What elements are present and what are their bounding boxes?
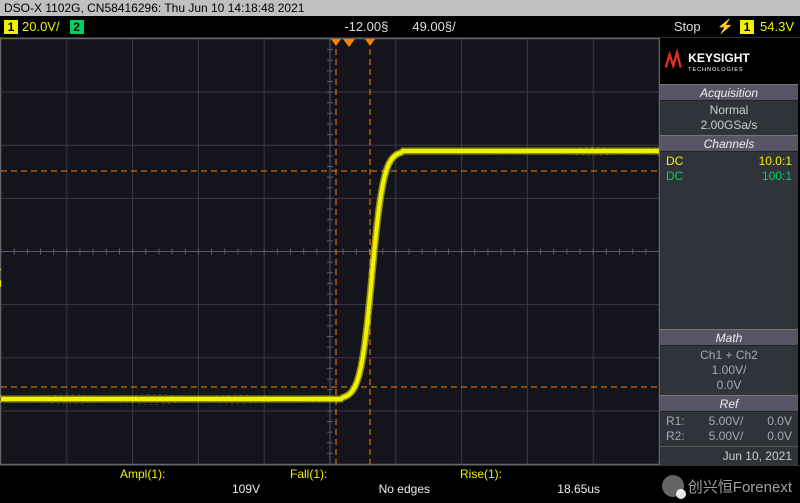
meas-amplitude[interactable]: Ampl(1): 109V bbox=[120, 467, 280, 496]
meas-fall[interactable]: Fall(1): No edges bbox=[290, 467, 450, 496]
channels-body: DC 10.0:1 DC 100:1 bbox=[660, 152, 798, 186]
acquisition-body: Normal 2.00GSa/s bbox=[660, 101, 798, 135]
trigger-level[interactable]: 54.3V bbox=[760, 19, 794, 34]
meas-rise[interactable]: Rise(1): 18.65us bbox=[460, 467, 620, 496]
math-fn: Ch1 + Ch2 bbox=[660, 348, 798, 363]
ch1-scale[interactable]: 20.0V/ bbox=[22, 19, 60, 34]
acq-rate: 2.00GSa/s bbox=[660, 118, 798, 133]
timebase-scale[interactable]: 49.00§/ bbox=[412, 19, 455, 34]
ch2-indicator[interactable]: 2 bbox=[70, 20, 84, 34]
title-bar: DSO-X 1102G, CN58416296: Thu Jun 10 14:1… bbox=[0, 0, 800, 16]
acq-mode: Normal bbox=[660, 103, 798, 118]
ref2-offset: 0.0V bbox=[767, 429, 792, 444]
ref1-label: R1: bbox=[666, 414, 685, 429]
math-body: Ch1 + Ch2 1.00V/ 0.0V bbox=[660, 346, 798, 395]
ch1-indicator[interactable]: 1 bbox=[4, 20, 18, 34]
ref1-offset: 0.0V bbox=[767, 414, 792, 429]
keysight-logo-icon: KEYSIGHT TECHNOLOGIES bbox=[664, 47, 794, 75]
wechat-icon bbox=[662, 475, 684, 497]
ref2-scale: 5.00V/ bbox=[709, 429, 744, 444]
math-header[interactable]: Math bbox=[660, 329, 798, 346]
ch2-probe: 100:1 bbox=[762, 169, 792, 184]
trigger-edge-icon: ⚡ bbox=[717, 18, 734, 35]
meas-fall-value: No edges bbox=[290, 482, 450, 496]
math-offset: 0.0V bbox=[660, 378, 798, 393]
ch1-coupling: DC bbox=[666, 154, 683, 169]
title-text: DSO-X 1102G, CN58416296: Thu Jun 10 14:1… bbox=[4, 1, 304, 15]
trigger-source[interactable]: 1 bbox=[740, 20, 754, 34]
ref-header[interactable]: Ref bbox=[660, 395, 798, 412]
meas-rise-value: 18.65us bbox=[460, 482, 620, 496]
meas-ampl-value: 109V bbox=[120, 482, 280, 496]
math-scale: 1.00V/ bbox=[660, 363, 798, 378]
ch2-coupling: DC bbox=[666, 169, 683, 184]
ref2-label: R2: bbox=[666, 429, 685, 444]
status-bar: 1 20.0V/ 2 -12.00§ 49.00§/ Stop ⚡ 1 54.3… bbox=[0, 16, 800, 38]
sidebar: KEYSIGHT TECHNOLOGIES Acquisition Normal… bbox=[660, 38, 798, 465]
ch1-probe: 10.0:1 bbox=[759, 154, 792, 169]
channels-header[interactable]: Channels bbox=[660, 135, 798, 152]
svg-text:KEYSIGHT: KEYSIGHT bbox=[688, 51, 750, 65]
sidebar-date: Jun 10, 2021 bbox=[660, 446, 798, 465]
watermark: 创兴恒Forenext bbox=[662, 475, 792, 497]
waveform-plot[interactable]: T▶ 1⊕⏚ bbox=[0, 38, 660, 465]
meas-ampl-label: Ampl(1): bbox=[120, 467, 280, 482]
acquisition-header[interactable]: Acquisition bbox=[660, 84, 798, 101]
horizontal-delay[interactable]: -12.00§ bbox=[344, 19, 388, 34]
meas-rise-label: Rise(1): bbox=[460, 467, 620, 482]
run-state[interactable]: Stop bbox=[674, 19, 701, 34]
oscilloscope-screen: DSO-X 1102G, CN58416296: Thu Jun 10 14:1… bbox=[0, 0, 800, 503]
meas-fall-label: Fall(1): bbox=[290, 467, 450, 482]
watermark-text: 创兴恒Forenext bbox=[688, 476, 792, 497]
ref-body: R1: 5.00V/0.0V R2: 5.00V/0.0V bbox=[660, 412, 798, 446]
ref1-scale: 5.00V/ bbox=[709, 414, 744, 429]
svg-text:TECHNOLOGIES: TECHNOLOGIES bbox=[688, 67, 743, 73]
keysight-logo: KEYSIGHT TECHNOLOGIES bbox=[660, 38, 798, 84]
